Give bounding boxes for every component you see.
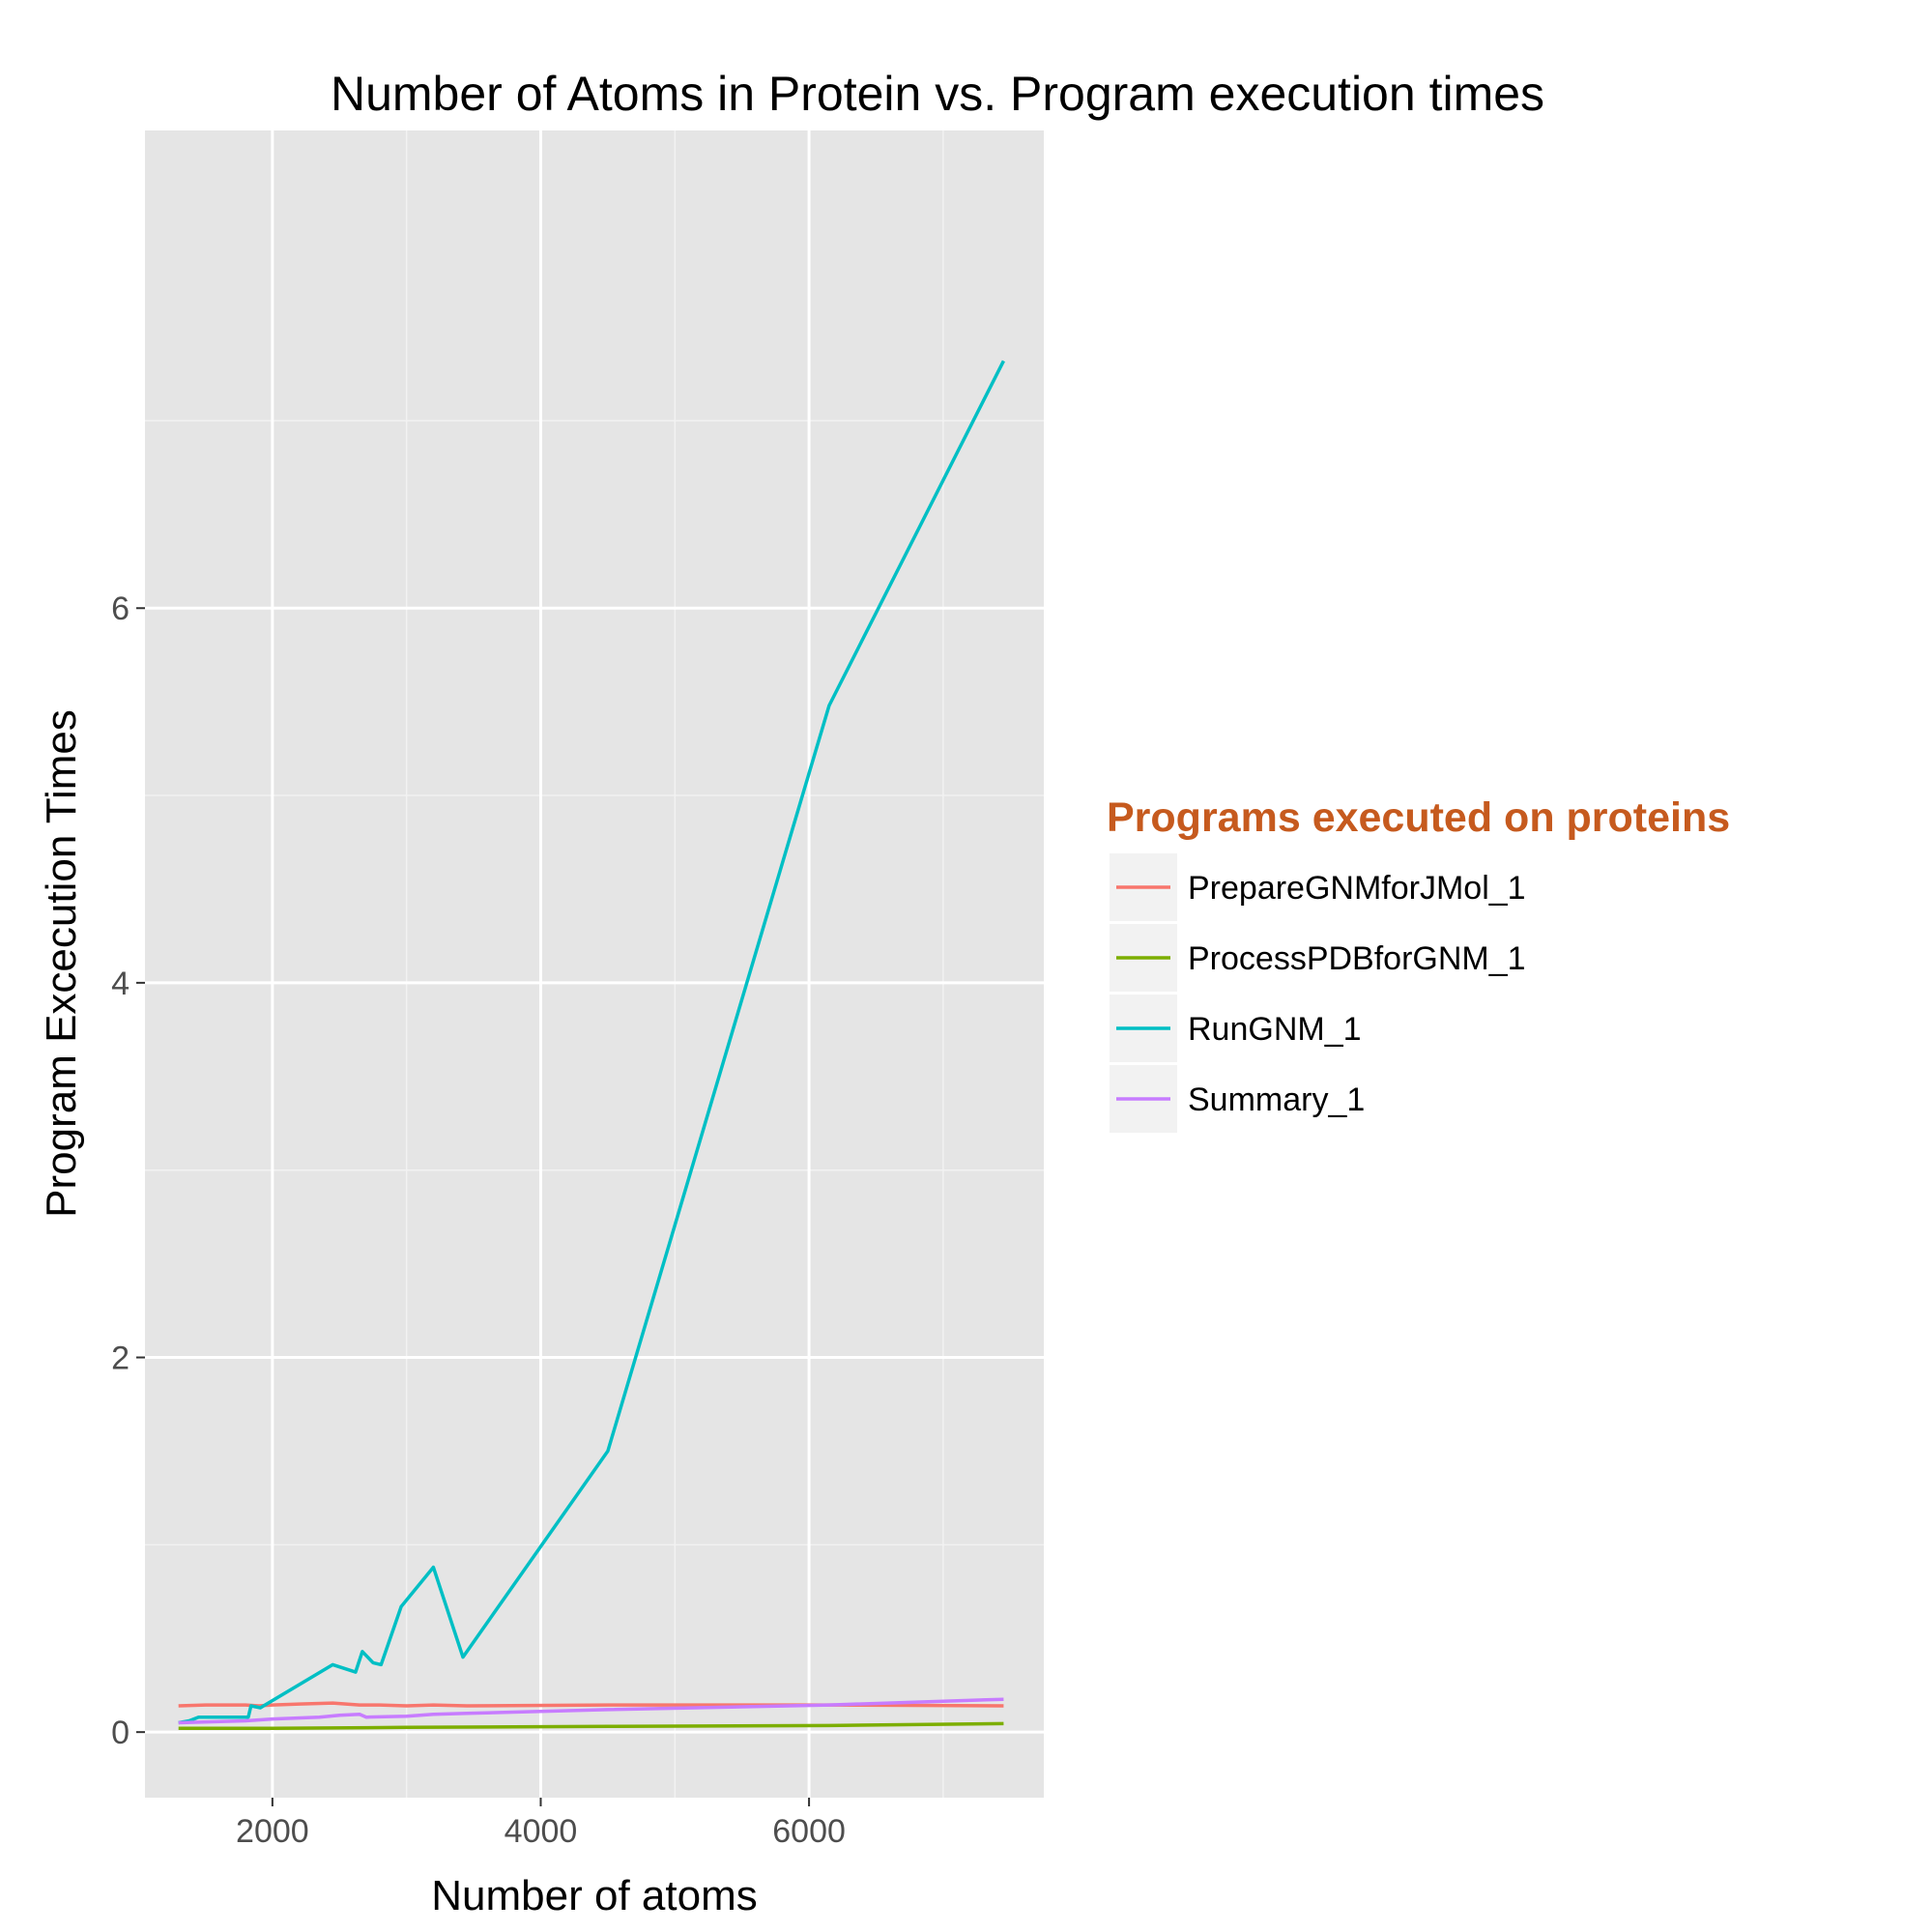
- series-line-summary-1: [178, 1697, 1004, 1725]
- y-tick-label: 0: [111, 1715, 130, 1751]
- y-axis-label: Program Excecution Times: [38, 709, 85, 1218]
- y-tick-label: 4: [111, 966, 130, 1002]
- chart-title: Number of Atoms in Protein vs. Program e…: [331, 67, 1544, 121]
- legend-entry-label: ProcessPDBforGNM_1: [1188, 940, 1526, 977]
- x-tick-label: 6000: [772, 1813, 846, 1850]
- series-lines: [178, 360, 1005, 1731]
- series-line-processpdbforgnm-1: [178, 1721, 1004, 1731]
- legend: Programs executed on proteins PrepareGNM…: [1107, 794, 1730, 1133]
- plot-panel: [145, 130, 1044, 1798]
- x-tick-label: 4000: [505, 1813, 578, 1850]
- x-tick-label: 2000: [236, 1813, 309, 1850]
- major-gridlines: [145, 130, 1044, 1798]
- y-tick-label: 6: [111, 591, 130, 627]
- legend-entry-label: RunGNM_1: [1188, 1011, 1362, 1048]
- legend-title: Programs executed on proteins: [1107, 794, 1730, 841]
- legend-entry-label: Summary_1: [1188, 1081, 1365, 1118]
- x-axis: 2000 4000 6000: [236, 1798, 846, 1850]
- y-tick-label: 2: [111, 1341, 130, 1377]
- y-axis: 0 2 4 6: [111, 591, 145, 1751]
- series-line-rungnm-1: [178, 360, 1005, 1725]
- x-axis-label: Number of atoms: [431, 1872, 757, 1919]
- minor-gridlines: [145, 130, 1044, 1798]
- legend-entry-label: PrepareGNMforJMol_1: [1188, 870, 1526, 907]
